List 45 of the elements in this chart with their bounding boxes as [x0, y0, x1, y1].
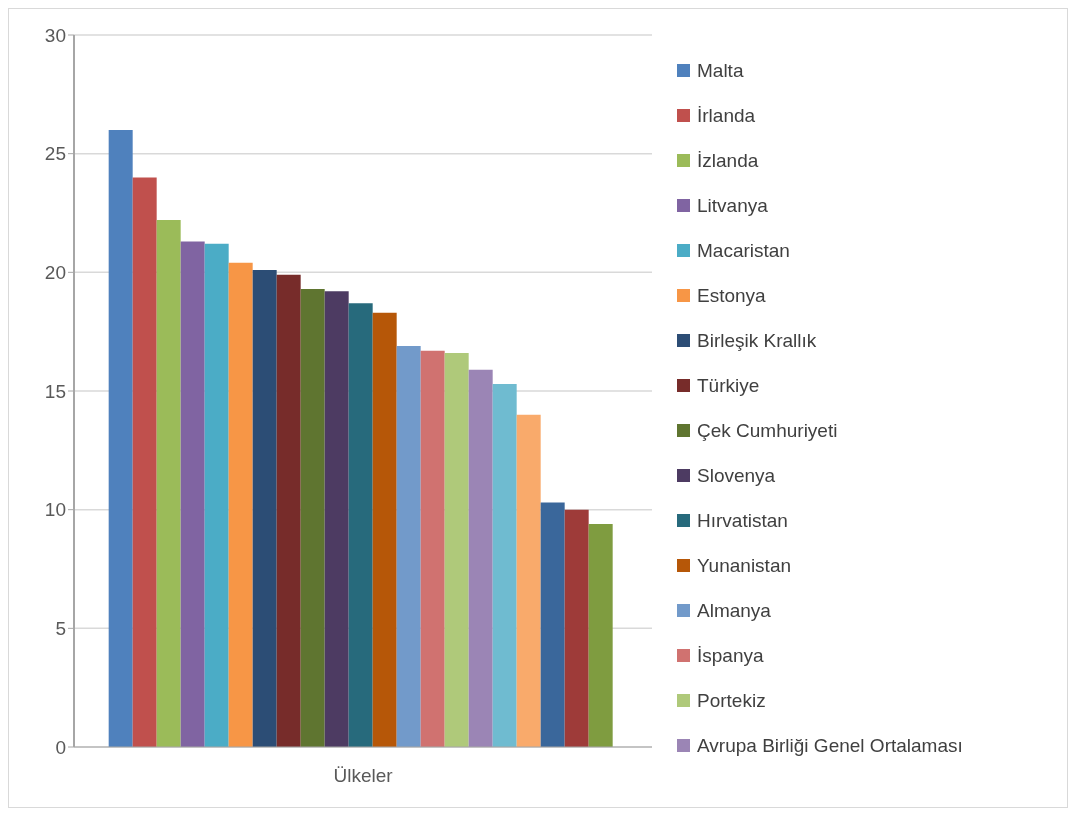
bar	[348, 303, 373, 747]
y-tick-label: 20	[44, 262, 66, 284]
bar	[300, 288, 325, 747]
bar	[540, 502, 565, 747]
bar	[276, 274, 301, 747]
legend-label: İrlanda	[697, 104, 756, 127]
bar	[468, 369, 493, 747]
legend-label: Çek Cumhuriyeti	[697, 419, 838, 442]
legend-label: Almanya	[697, 599, 771, 622]
x-tick-label: Ülkeler	[333, 765, 394, 787]
y-tick-label: 15	[44, 380, 66, 402]
legend-label: İspanya	[697, 644, 764, 667]
bar	[420, 350, 445, 747]
bar	[324, 291, 349, 747]
bar	[564, 509, 589, 747]
bar	[180, 241, 205, 747]
bar	[492, 383, 517, 747]
bar	[252, 269, 277, 747]
bar	[396, 345, 421, 747]
bar	[516, 414, 541, 747]
bar	[372, 312, 397, 747]
legend-label: Hırvatistan	[697, 509, 788, 532]
legend-label: Malta	[697, 59, 744, 82]
bar	[204, 243, 229, 747]
y-tick-label: 0	[55, 736, 66, 758]
legend-label: Macaristan	[697, 239, 790, 262]
y-tick-label: 10	[44, 499, 66, 521]
legend-label: Birleşik Krallık	[697, 329, 817, 352]
legend-label: Yunanistan	[697, 554, 792, 577]
legend-label: Avrupa Birliği Genel Ortalaması	[697, 734, 963, 757]
legend-label: Türkiye	[697, 374, 760, 397]
y-tick-label: 5	[55, 618, 66, 640]
bar	[108, 129, 133, 747]
legend-label: Slovenya	[697, 464, 776, 487]
legend-label: Litvanya	[697, 194, 768, 217]
bar	[588, 523, 613, 747]
legend-label: Portekiz	[697, 689, 766, 712]
bar	[156, 220, 181, 747]
bar	[132, 177, 157, 747]
bar	[444, 353, 469, 747]
legend-label: İzlanda	[697, 149, 759, 172]
legend-label: Estonya	[697, 284, 766, 307]
bar	[228, 262, 253, 747]
y-tick-label: 30	[44, 24, 66, 46]
y-tick-label: 25	[44, 143, 66, 165]
